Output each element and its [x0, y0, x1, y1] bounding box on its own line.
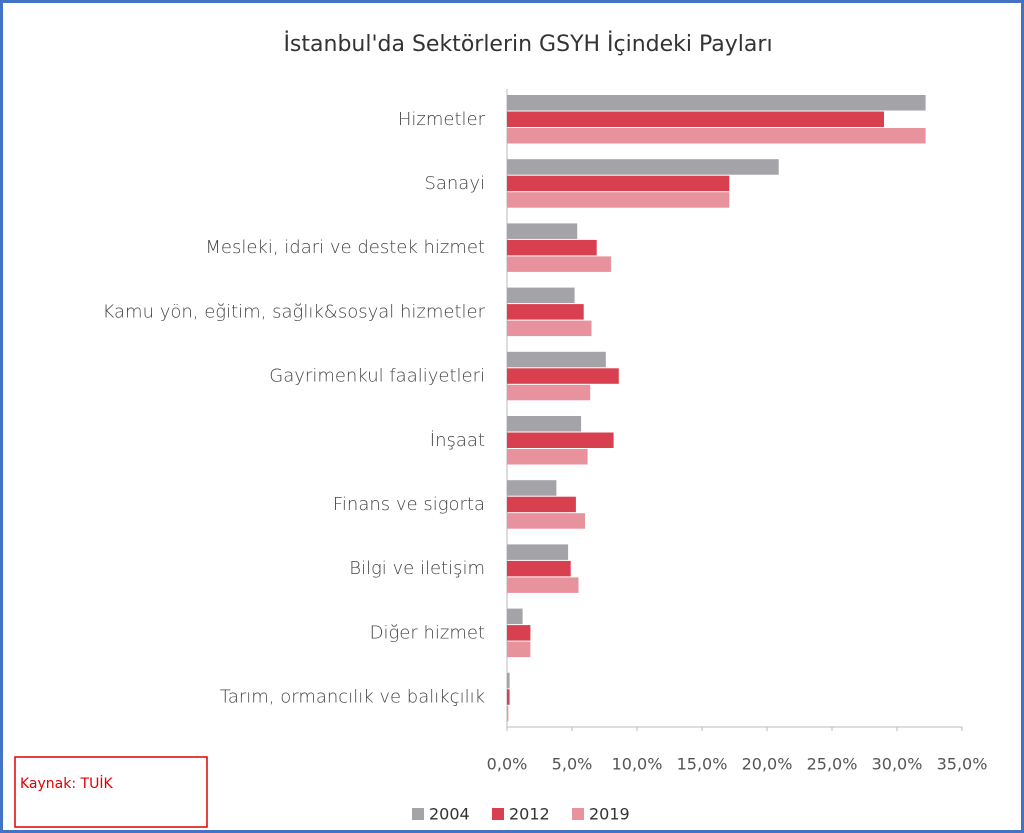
category-label: İnşaat [430, 430, 485, 451]
bar [507, 705, 509, 722]
category-label: Sanayi [424, 173, 485, 194]
x-tick-label: 25,0% [807, 755, 858, 774]
legend-label: 2004 [429, 805, 470, 824]
bar [507, 320, 592, 337]
bar [507, 256, 611, 272]
bar [507, 672, 510, 689]
chart-title: İstanbul'da Sektörlerin GSYH İçindeki Pa… [283, 31, 772, 57]
bar [507, 480, 557, 496]
x-tick-label: 30,0% [872, 755, 923, 774]
bar [507, 223, 578, 239]
x-tick-label: 10,0% [612, 755, 663, 774]
bar [507, 608, 523, 625]
bar [507, 577, 579, 593]
category-label: Diğer hizmet [370, 622, 485, 643]
bar [507, 496, 576, 513]
x-tick-label: 5,0% [552, 755, 593, 774]
legend-swatch [572, 808, 584, 820]
legend-swatch [412, 808, 424, 820]
legend-label: 2012 [509, 805, 550, 824]
bar [507, 287, 575, 304]
x-tick-label: 20,0% [742, 755, 793, 774]
category-label: Bilgi ve iletişim [349, 558, 485, 579]
bar [507, 641, 531, 658]
legend-label: 2019 [589, 805, 630, 824]
source-box [14, 756, 208, 828]
bar [507, 544, 569, 560]
category-label: Mesleki, idari ve destek hizmet [205, 237, 485, 258]
category-label: Finans ve sigorta [333, 494, 485, 515]
source: Kaynak: TUİK [20, 774, 113, 792]
bar [507, 384, 591, 401]
bar [507, 351, 606, 368]
bar [507, 304, 584, 320]
bar [507, 159, 779, 175]
category-label: Gayrimenkul faaliyetleri [269, 366, 485, 387]
bar [507, 432, 614, 448]
category-label: Kamu yön, eğitim, sağlık&sosyal hizmetle… [103, 301, 486, 322]
category-label: Tarım, ormancılık ve balıkçılık [220, 687, 485, 708]
x-tick-label: 0,0% [487, 755, 528, 774]
bar [507, 689, 510, 705]
bar [507, 192, 730, 208]
bar [507, 111, 884, 127]
bar [507, 239, 597, 256]
x-tick-label: 15,0% [677, 755, 728, 774]
bar [507, 560, 571, 577]
bar [507, 416, 582, 432]
bar [507, 128, 926, 144]
legend-swatch [492, 808, 504, 820]
bar [507, 95, 926, 111]
category-label: Hizmetler [398, 109, 486, 130]
bar [507, 175, 730, 192]
bar [507, 625, 531, 641]
bar [507, 513, 585, 529]
x-tick-label: 35,0% [937, 755, 988, 774]
bar [507, 368, 619, 384]
bar [507, 449, 588, 465]
